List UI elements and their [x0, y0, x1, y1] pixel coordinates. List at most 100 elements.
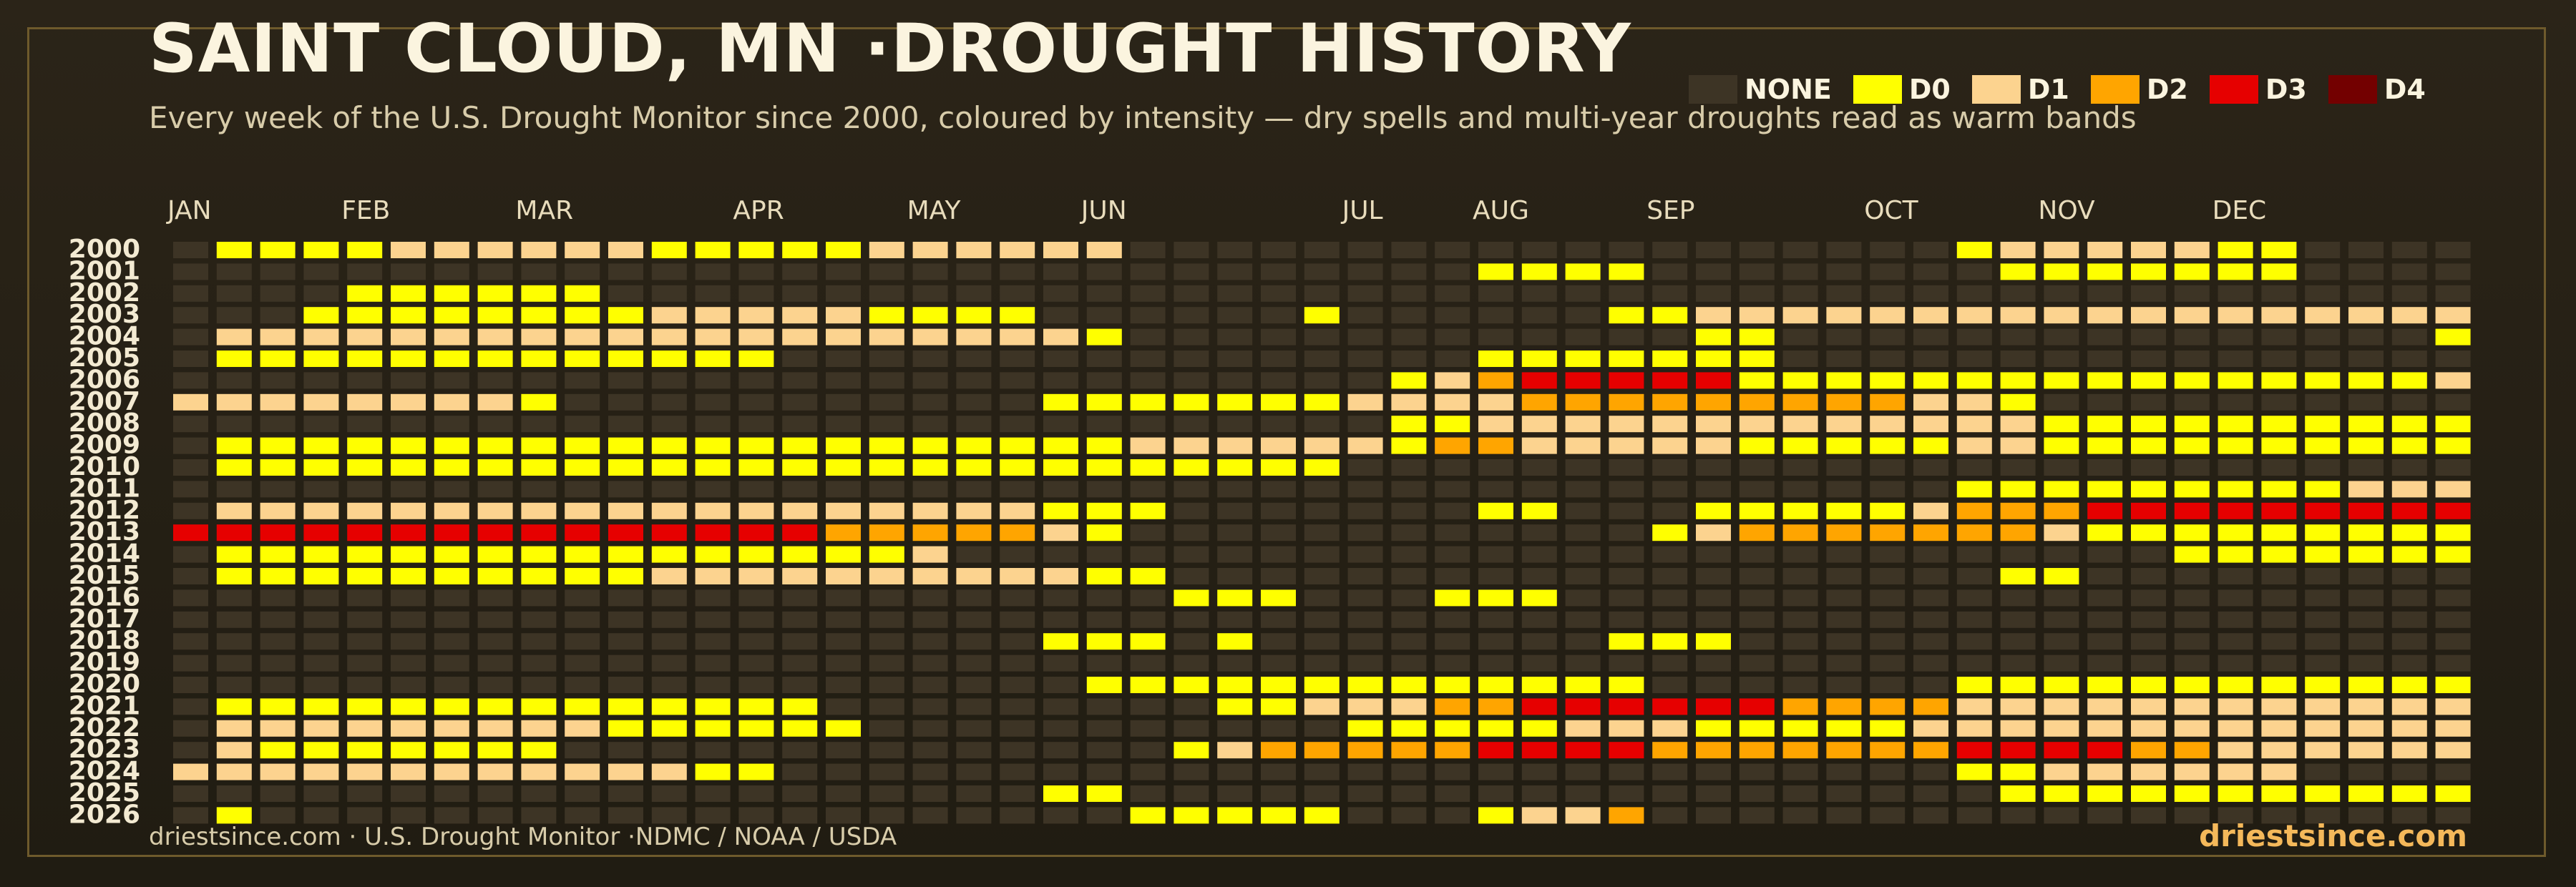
heatmap-cell [738, 285, 774, 302]
heatmap-cell [1521, 307, 1557, 324]
heatmap-cell [1696, 242, 1731, 258]
heatmap-cell [2391, 589, 2427, 607]
heatmap-cell [1609, 502, 1644, 519]
heatmap-cell [2087, 502, 2123, 519]
chart-title: SAINT CLOUD, MN ·DROUGHT HISTORY [149, 10, 1631, 88]
heatmap-cell [738, 633, 774, 650]
month-label: MAR [515, 196, 573, 225]
heatmap-cell [2435, 720, 2471, 737]
heatmap-cell [391, 242, 426, 258]
heatmap-cell [216, 742, 252, 759]
month-label: JUN [1080, 196, 1127, 225]
heatmap-cell [1261, 459, 1296, 476]
heatmap-cell [2087, 742, 2123, 759]
heatmap-cell [2087, 393, 2123, 411]
heatmap-cell [782, 611, 818, 628]
heatmap-cell [1086, 611, 1122, 628]
heatmap-cell [1043, 307, 1078, 324]
year-label: 2024 [69, 757, 140, 786]
heatmap-cell [695, 285, 731, 302]
heatmap-cell [1565, 785, 1601, 802]
heatmap-cell [1782, 763, 1818, 780]
heatmap-cell [2391, 742, 2427, 759]
heatmap-cell [2044, 372, 2079, 389]
heatmap-cell [2218, 263, 2253, 280]
month-label: NOV [2038, 196, 2095, 225]
heatmap-cell [1782, 328, 1818, 346]
heatmap-cell [1739, 807, 1775, 824]
heatmap-cell [2348, 785, 2384, 802]
heatmap-cell [1913, 285, 1948, 302]
heatmap-cell [1956, 393, 1992, 411]
heatmap-cell [912, 698, 948, 715]
heatmap-cell [651, 763, 687, 780]
heatmap-cell [1261, 655, 1296, 672]
heatmap-cell [1782, 698, 1818, 715]
heatmap-cell [1652, 351, 1688, 367]
heatmap-cell [391, 393, 426, 411]
heatmap-cell [1217, 242, 1253, 258]
heatmap-cell [347, 807, 383, 824]
heatmap-cell [347, 416, 383, 433]
heatmap-cell [2261, 807, 2297, 824]
heatmap-cell [1652, 263, 1688, 280]
heatmap-cell [434, 633, 469, 650]
heatmap-cell [2261, 459, 2297, 476]
heatmap-cell [1217, 720, 1253, 737]
heatmap-cell [1782, 655, 1818, 672]
heatmap-cell [2131, 393, 2166, 411]
heatmap-cell [2000, 437, 2036, 454]
heatmap-cell [477, 459, 513, 476]
heatmap-cell [1870, 437, 1906, 454]
heatmap-cell [2305, 307, 2341, 324]
heatmap-cell [565, 546, 600, 563]
heatmap-cell [826, 393, 861, 411]
heatmap-cell [826, 459, 861, 476]
heatmap-cell [1652, 589, 1688, 607]
heatmap-cell [391, 742, 426, 759]
heatmap-cell [2000, 568, 2036, 584]
heatmap-cell [1000, 481, 1035, 498]
heatmap-cell [347, 393, 383, 411]
heatmap-cell [391, 437, 426, 454]
year-label: 2018 [69, 626, 140, 655]
heatmap-cell [1739, 242, 1775, 258]
heatmap-cell [1521, 807, 1557, 824]
heatmap-cell [434, 763, 469, 780]
heatmap-cell [2087, 372, 2123, 389]
heatmap-cell [1609, 611, 1644, 628]
heatmap-cell [608, 655, 643, 672]
heatmap-cell [1086, 502, 1122, 519]
heatmap-cell [434, 524, 469, 541]
heatmap-cell [260, 524, 296, 541]
heatmap-cell [173, 481, 208, 498]
heatmap-cell [1913, 611, 1948, 628]
heatmap-cell [1304, 372, 1340, 389]
heatmap-cell [2305, 263, 2341, 280]
heatmap-cell [912, 655, 948, 672]
heatmap-cell [1043, 459, 1078, 476]
heatmap-cell [434, 502, 469, 519]
heatmap-cell [1478, 328, 1513, 346]
heatmap-cell [651, 677, 687, 693]
heatmap-cell [608, 763, 643, 780]
year-label: 2020 [69, 670, 140, 699]
brand-link[interactable]: driestsince.com [2199, 818, 2467, 853]
heatmap-cell [1565, 546, 1601, 563]
heatmap-cell [1696, 459, 1731, 476]
heatmap-cell [956, 785, 992, 802]
heatmap-cell [956, 328, 992, 346]
heatmap-cell [1130, 785, 1166, 802]
heatmap-cell [1739, 546, 1775, 563]
heatmap-cell [1652, 568, 1688, 584]
heatmap-cell [782, 698, 818, 715]
heatmap-cell [1304, 242, 1340, 258]
heatmap-cell [2261, 655, 2297, 672]
heatmap-cell [477, 502, 513, 519]
heatmap-cell [1956, 459, 1992, 476]
heatmap-cell [1086, 351, 1122, 367]
heatmap-cell [2391, 807, 2427, 824]
heatmap-cell [956, 372, 992, 389]
heatmap-cell [1174, 307, 1209, 324]
heatmap-cell [912, 524, 948, 541]
